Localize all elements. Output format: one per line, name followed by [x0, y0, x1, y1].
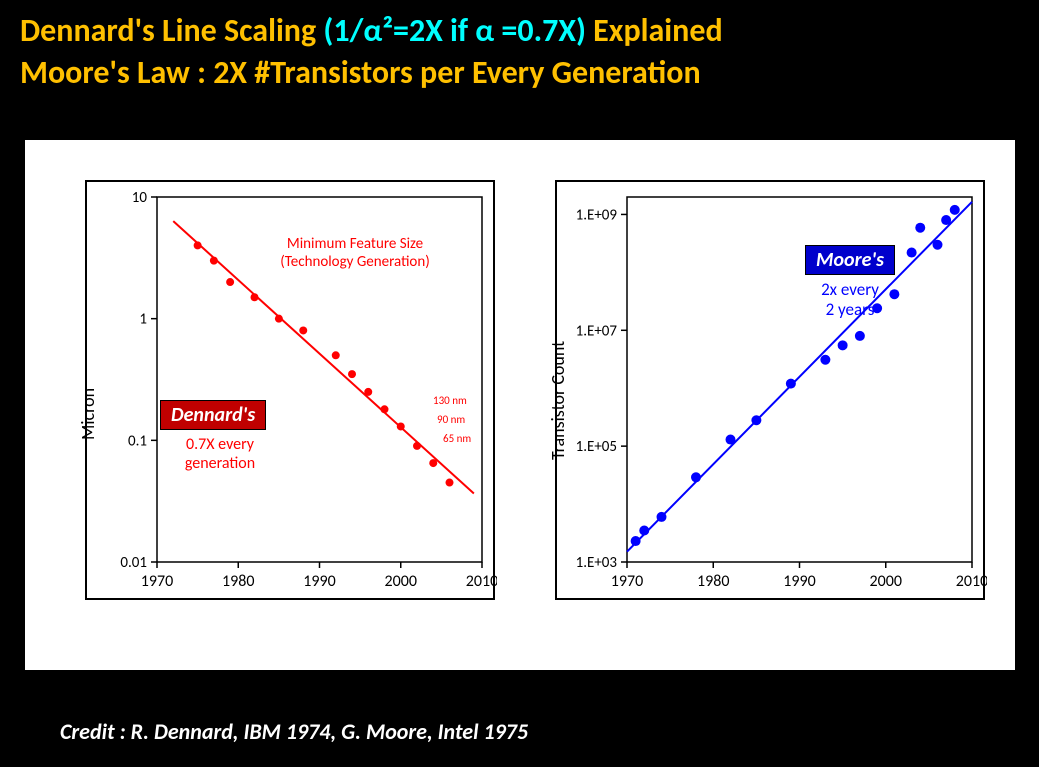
nm-label-130: 130 nm: [433, 394, 467, 407]
nm-label-65: 65 nm: [443, 432, 471, 445]
credit-line: Credit : R. Dennard, IBM 1974, G. Moore,…: [60, 718, 528, 745]
moore-annotation-l2: 2 years: [800, 300, 900, 320]
svg-text:1970: 1970: [141, 572, 173, 591]
svg-text:1980: 1980: [697, 572, 729, 591]
dennard-ylabel: Micron: [77, 388, 99, 440]
svg-text:10: 10: [132, 189, 148, 207]
svg-text:1: 1: [139, 311, 147, 329]
title-part2: (1/α²=2X if α =0.7X): [323, 11, 593, 50]
svg-text:1990: 1990: [783, 572, 815, 591]
svg-text:1970: 1970: [611, 572, 643, 591]
moore-badge-text: Moore's: [816, 248, 884, 272]
svg-text:2010: 2010: [956, 572, 987, 591]
svg-text:2000: 2000: [870, 572, 902, 591]
dennard-sub-l1: 0.7X every: [165, 435, 275, 454]
title-part1: Dennard's Line Scaling: [20, 11, 323, 50]
dennard-annotation: Minimum Feature Size (Technology Generat…: [255, 235, 455, 271]
charts-panel: 1970 1980 1990 2000 2010 0.01 0.1 1 10 Micron Mi…: [25, 140, 1015, 670]
dennard-badge-text: Dennard's: [171, 403, 255, 427]
moore-annotation: 2x every 2 years: [800, 280, 900, 321]
moore-chart-svg: 1970 1980 1990 2000 2010 1.E+03 1.E+05 1.E+07 1.…: [557, 182, 987, 602]
dennard-annotation-l1: Minimum Feature Size: [255, 235, 455, 253]
moore-badge: Moore's: [805, 245, 895, 275]
svg-text:1.E+07: 1.E+07: [576, 322, 618, 340]
dennard-subcaption: 0.7X every generation: [165, 435, 275, 473]
moore-chart: 1970 1980 1990 2000 2010 1.E+03 1.E+05 1.E+07 1.…: [555, 180, 985, 600]
svg-text:0.1: 0.1: [128, 432, 147, 450]
dennard-sub-l2: generation: [165, 454, 275, 473]
slide-title: Dennard's Line Scaling (1/α²=2X if α =0.…: [0, 0, 1039, 93]
svg-text:1980: 1980: [222, 572, 254, 591]
svg-text:2000: 2000: [385, 572, 417, 591]
title-part3: Explained: [593, 11, 722, 50]
svg-text:1.E+03: 1.E+03: [576, 554, 618, 572]
dennard-annotation-l2: (Technology Generation): [255, 253, 455, 271]
title-line2: Moore's Law : 2X #Transistors per Every …: [20, 52, 1019, 94]
moore-annotation-l1: 2x every: [800, 280, 900, 300]
svg-text:2010: 2010: [466, 572, 497, 591]
dennard-badge: Dennard's: [160, 400, 266, 430]
svg-text:1990: 1990: [303, 572, 335, 591]
svg-text:0.01: 0.01: [120, 554, 147, 572]
svg-text:1.E+05: 1.E+05: [576, 438, 617, 456]
nm-label-90: 90 nm: [437, 413, 465, 426]
svg-text:1.E+09: 1.E+09: [576, 206, 618, 224]
moore-ylabel: Transistor Count: [547, 341, 569, 460]
